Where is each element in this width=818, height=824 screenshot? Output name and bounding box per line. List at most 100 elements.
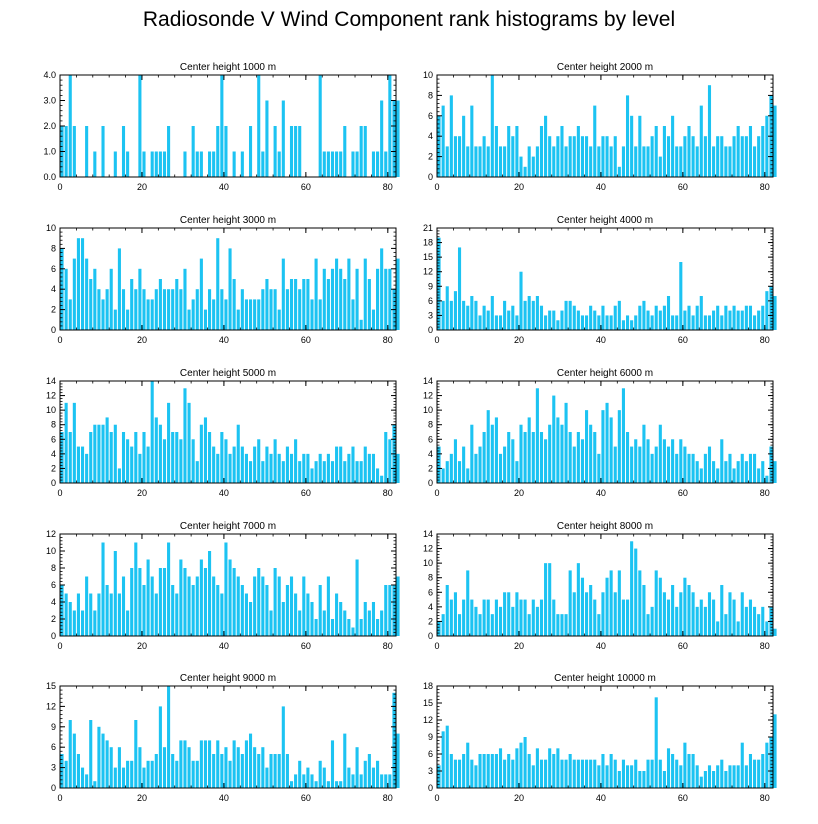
histogram-bar [605,402,609,483]
histogram-bar [503,446,507,483]
panel-title: Center height 1000 m [180,62,276,73]
histogram-bar [490,424,494,483]
histogram-bar [121,126,126,177]
histogram-bar [220,75,224,177]
histogram-bar [478,146,482,177]
histogram-bar [326,453,330,483]
plot-frame [59,685,397,789]
histogram-bar [646,614,650,636]
y-tick-label: 6 [428,111,433,121]
histogram-bar [158,424,162,483]
histogram-bar [634,146,638,177]
histogram-bar [392,692,396,788]
histogram-bar [707,592,712,636]
y-tick-label: 8 [428,420,433,430]
x-tick-label: 40 [219,182,229,192]
histogram-bar [453,291,457,330]
histogram-bar [601,136,605,177]
histogram-bar [535,296,539,330]
histogram-bar [298,610,302,636]
histogram-bar [675,759,679,788]
histogram-bar [351,774,355,788]
histogram-bar [613,305,617,330]
y-tick-label: 18 [423,681,433,691]
histogram-bar [257,754,261,788]
histogram-bar [441,614,445,636]
histogram-bar [539,305,544,330]
histogram-bar [85,258,89,330]
histogram-bar [544,759,548,788]
histogram-bar [564,146,568,177]
histogram-bar [154,754,158,788]
histogram-bar [478,446,482,483]
histogram-bar [167,126,171,177]
histogram-panel: Center height 3000 m 0 2 4 6 8 10 0 20 40 60 80 [46,215,400,345]
histogram-bar [445,461,449,483]
histogram-bar [703,771,707,788]
histogram-bar [650,136,654,177]
histogram-bar [441,468,445,483]
histogram-bar [101,733,105,788]
histogram-bar [691,136,695,177]
histogram-bar [437,621,441,636]
histogram-bar [617,166,621,177]
histogram-bar [199,424,203,483]
histogram-bar [773,628,777,636]
histogram-bar [646,439,650,483]
histogram-bar [380,774,384,788]
histogram-bar [134,289,138,330]
y-tick-label: 6 [428,749,433,759]
histogram-bar [244,740,248,788]
histogram-bar [294,439,298,483]
histogram-bar [126,309,130,330]
histogram-bar [691,453,695,483]
histogram-bar [494,754,498,788]
histogram-bar [589,759,593,788]
histogram-bar [671,315,675,330]
histogram-bar [113,151,117,177]
histogram-bar [330,461,335,483]
histogram-bar [228,760,232,788]
histogram-bar [126,760,130,788]
histogram-bar [195,151,199,177]
histogram-bar [396,100,400,177]
histogram-bar [392,585,396,636]
histogram-bar [724,771,728,788]
histogram-bar [273,568,277,636]
histogram-bar [212,576,216,636]
histogram-bar [707,765,712,788]
histogram-bar [605,577,609,636]
histogram-bar [457,759,462,788]
histogram-bar [306,593,310,636]
histogram-bar [560,424,564,483]
histogram-bar [208,551,212,636]
histogram-bar [572,446,576,483]
panel-title: Center height 6000 m [557,368,653,379]
histogram-bar [736,126,740,177]
y-tick-label: 8 [428,573,433,583]
histogram-bar [744,461,748,483]
y-tick-label: 21 [423,223,433,233]
histogram-bar [298,289,302,330]
histogram-bar [232,446,236,483]
histogram-bar [523,737,527,788]
histogram-bar [216,126,220,177]
histogram-bar [539,126,544,177]
histogram-bar [150,381,154,483]
x-tick-label: 60 [678,793,688,803]
histogram-bar [765,291,769,330]
x-tick-label: 80 [760,793,770,803]
histogram-bar [117,593,121,636]
histogram-bar [585,592,589,636]
histogram-bar [634,439,638,483]
histogram-bar [695,146,699,177]
histogram-bar [679,262,683,330]
x-tick-label: 0 [434,182,439,192]
histogram-bar [597,453,601,483]
y-tick-label: 1.0 [43,147,56,157]
y-tick-label: 15 [423,698,433,708]
histogram-bar [695,606,699,636]
histogram-bar [761,305,765,330]
histogram-bar [490,296,494,330]
